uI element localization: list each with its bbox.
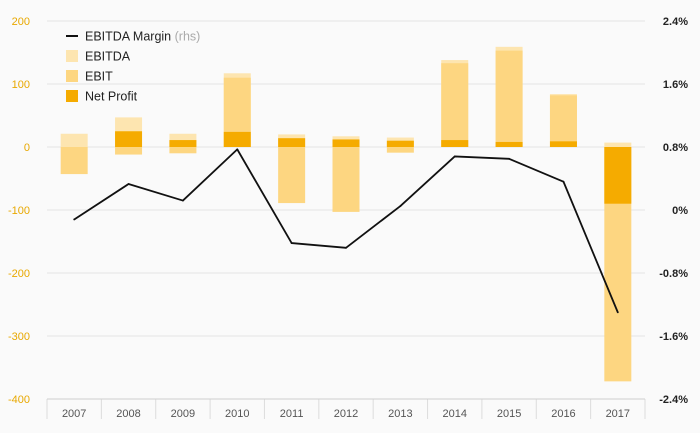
legend-label: EBIT bbox=[85, 70, 113, 84]
net-profit-bar bbox=[169, 140, 197, 147]
net-profit-bar bbox=[278, 138, 306, 147]
net-profit-bar bbox=[223, 131, 251, 147]
y-left-tick-label: -400 bbox=[8, 394, 30, 406]
ebitda-margin-point bbox=[73, 218, 76, 221]
y-right-tick-label: -2.4% bbox=[659, 394, 688, 406]
y-left-tick-label: -200 bbox=[8, 268, 30, 280]
x-tick-label: 2016 bbox=[551, 408, 575, 420]
ebitda-margin-point bbox=[127, 183, 130, 185]
ebit-bar bbox=[495, 50, 523, 147]
y-right-tick-label: 0% bbox=[672, 205, 688, 217]
ebitda-bar bbox=[60, 133, 88, 147]
x-tick-label: 2013 bbox=[388, 408, 412, 420]
x-tick-label: 2015 bbox=[497, 408, 521, 420]
legend-label: EBITDA Margin (rhs) bbox=[85, 30, 200, 44]
net-profit-bar bbox=[115, 131, 143, 147]
ebitda-margin-line bbox=[73, 148, 619, 314]
ebit-bar bbox=[549, 95, 577, 147]
y-right-tick-label: 0.8% bbox=[663, 142, 688, 154]
ebit-bar bbox=[278, 147, 306, 204]
y-right-tick-label: 1.6% bbox=[663, 79, 688, 91]
ebitda-margin-point bbox=[345, 246, 347, 249]
net-profit-bar bbox=[386, 140, 414, 147]
y-left-tick-label: 0 bbox=[24, 142, 30, 154]
ebit-bar bbox=[386, 147, 414, 153]
ebitda-margin-point bbox=[508, 157, 510, 160]
ebit-bar bbox=[441, 63, 469, 147]
y-right-tick-label: -0.8% bbox=[659, 268, 688, 280]
legend-swatch-box bbox=[66, 50, 78, 62]
x-tick-label: 2017 bbox=[606, 408, 630, 420]
x-tick-label: 2010 bbox=[225, 408, 249, 420]
net-profit-bar bbox=[332, 139, 360, 147]
x-tick-label: 2011 bbox=[280, 408, 304, 420]
net-profit-bar bbox=[441, 140, 469, 147]
ebit-bar bbox=[332, 147, 360, 212]
legend-swatch-box bbox=[66, 70, 78, 82]
legend-note: (rhs) bbox=[171, 30, 200, 44]
axes: 200 100 0 -100 -200 -300 -400 2.4% 1.6% 0.8% 0% -0.… bbox=[8, 16, 688, 420]
net-profit-bar bbox=[604, 147, 632, 204]
ebitda-margin-point bbox=[616, 311, 619, 314]
ebitda-margin-point bbox=[562, 180, 565, 183]
x-tick-label: 2009 bbox=[171, 408, 195, 420]
y-left-tick-label: -100 bbox=[8, 205, 30, 217]
ebitda-bar bbox=[604, 142, 632, 147]
bars bbox=[60, 46, 632, 382]
x-tick-label: 2008 bbox=[116, 408, 140, 420]
ebitda-margin-point bbox=[182, 199, 184, 202]
ebit-bar bbox=[60, 147, 88, 175]
legend-swatch-box bbox=[66, 90, 78, 102]
legend-label: Net Profit bbox=[85, 90, 138, 104]
ebitda-margin-point bbox=[399, 205, 402, 207]
y-right-tick-label: 2.4% bbox=[663, 16, 688, 28]
ebitda-margin-point bbox=[453, 155, 456, 158]
x-tick-label: 2007 bbox=[62, 408, 86, 420]
x-tick-label: 2014 bbox=[442, 408, 466, 420]
ebitda-margin-point bbox=[236, 148, 239, 151]
y-left-tick-label: 200 bbox=[12, 16, 30, 28]
x-tick-label: 2012 bbox=[334, 408, 358, 420]
y-left-tick-label: -300 bbox=[8, 331, 30, 343]
ebit-bar bbox=[169, 147, 197, 154]
y-right-tick-label: -1.6% bbox=[659, 331, 688, 343]
ebit-bar bbox=[115, 147, 143, 155]
net-profit-bar bbox=[495, 141, 523, 147]
net-profit-bar bbox=[549, 141, 577, 147]
legend: EBITDA Margin (rhs) EBITDA EBIT Net Profit bbox=[66, 30, 200, 104]
y-left-tick-label: 100 bbox=[12, 79, 30, 91]
ebitda-margin-point bbox=[290, 242, 293, 244]
legend-label: EBITDA bbox=[85, 50, 131, 64]
